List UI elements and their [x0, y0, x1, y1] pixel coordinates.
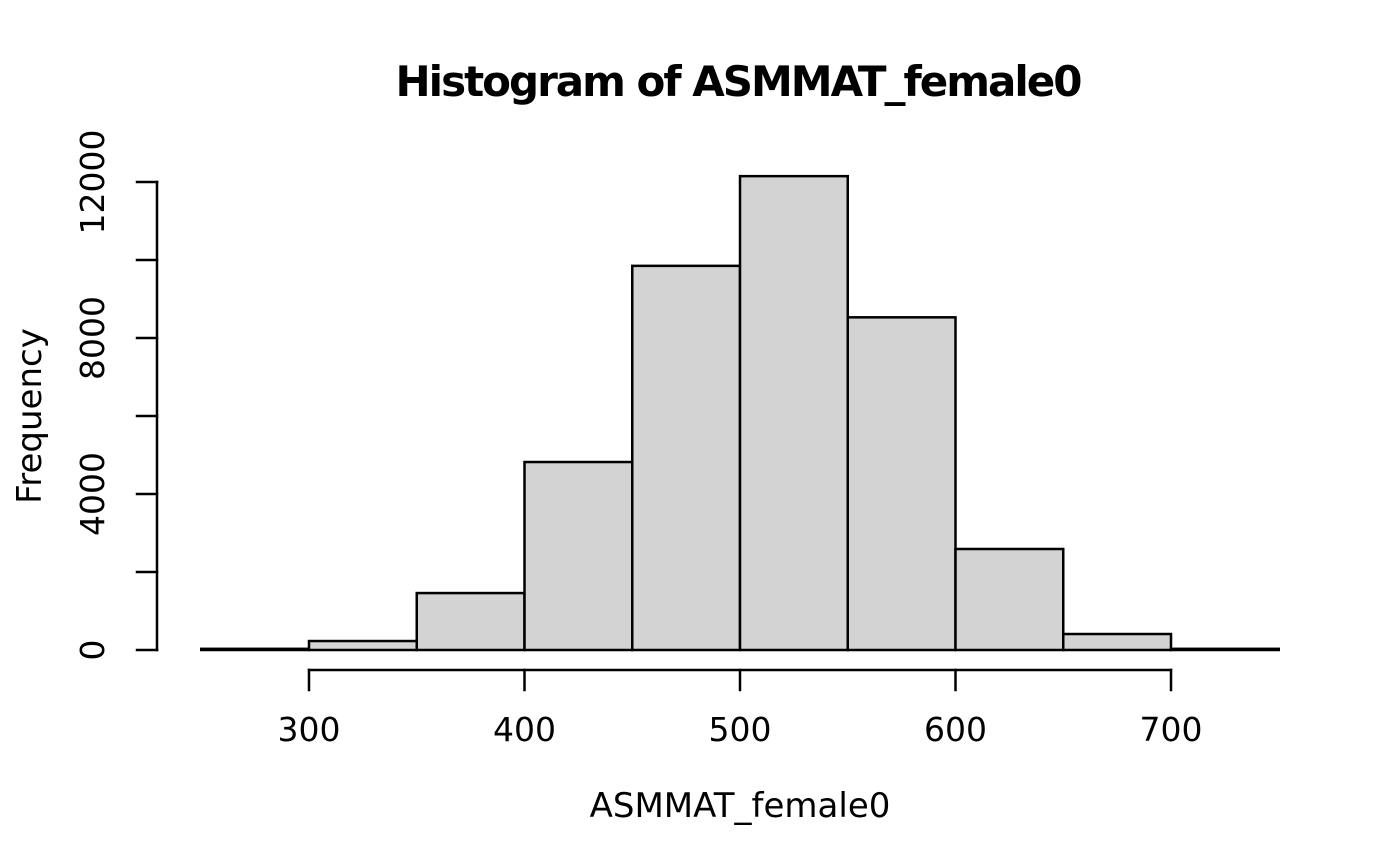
y-tick-label: 12000: [73, 130, 112, 235]
x-axis-label: ASMMAT_female0: [589, 786, 891, 826]
histogram-bar: [1062, 632, 1173, 652]
x-tick-label: 500: [709, 710, 772, 749]
x-tick-label: 700: [1140, 710, 1203, 749]
y-tick-label: 4000: [73, 452, 112, 536]
histogram-bar: [200, 647, 311, 652]
histogram-bar: [846, 316, 957, 652]
histogram-bar: [1169, 647, 1280, 652]
histogram-bar: [738, 174, 849, 652]
histogram-bar: [631, 264, 742, 652]
histogram-bar: [415, 591, 526, 652]
histogram-bar: [954, 547, 1065, 652]
x-tick-label: 600: [924, 710, 987, 749]
y-tick-label: 8000: [73, 296, 112, 380]
histogram-bar: [307, 639, 418, 652]
chart-title: Histogram of ASMMAT_female0: [395, 57, 1083, 106]
histogram-bar: [523, 460, 634, 652]
x-tick-label: 400: [493, 710, 556, 749]
y-axis-label: Frequency: [10, 328, 50, 504]
x-tick-label: 300: [278, 710, 341, 749]
y-tick-label: 0: [73, 640, 112, 661]
